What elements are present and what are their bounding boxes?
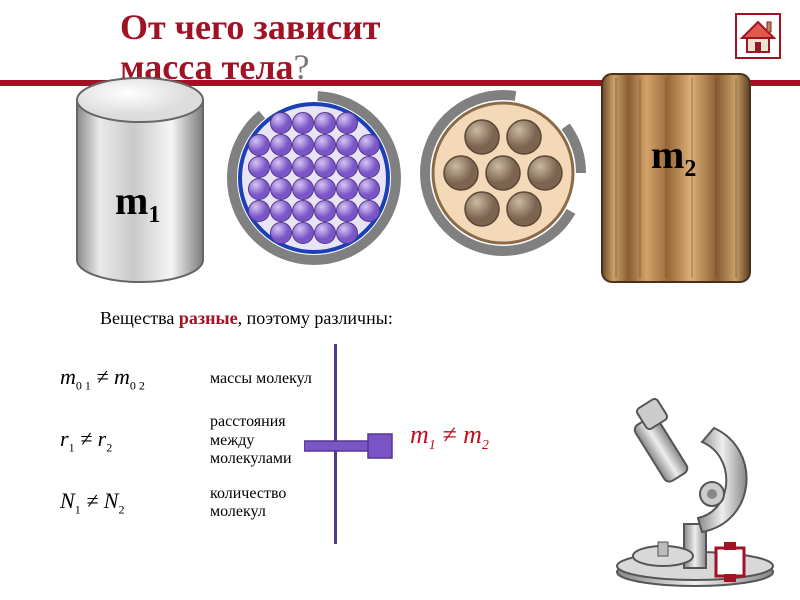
caption-highlight: разные <box>179 308 238 328</box>
title-line1: От чего зависит <box>120 7 380 47</box>
caption-prefix: Вещества <box>100 308 179 328</box>
desc-mass: массы молекул <box>210 370 330 388</box>
formula-row: N1 ≠ N2 количество молекул <box>60 472 330 534</box>
formula-list: m0 1 ≠ m0 2 массы молекул r1 ≠ r2 рассто… <box>60 348 330 534</box>
formula-row: m0 1 ≠ m0 2 массы молекул <box>60 348 330 410</box>
magnifier-dense <box>224 88 404 268</box>
slide-nav-icon[interactable] <box>712 542 748 582</box>
cylinder-wood: m2 <box>596 68 756 288</box>
home-icon[interactable] <box>734 12 782 60</box>
magnifier-sparse <box>418 88 588 258</box>
eq-mass: m0 1 ≠ m0 2 <box>60 364 210 393</box>
result-equation: m1 ≠ m2 <box>410 420 489 454</box>
desc-count: количество молекул <box>210 485 330 522</box>
eq-count: N1 ≠ N2 <box>60 488 210 517</box>
cylinder-metal: m1 <box>65 64 215 284</box>
arrow-icon <box>304 432 394 460</box>
microscope-icon <box>610 398 780 588</box>
formula-row: r1 ≠ r2 расстояния между молекулами <box>60 410 330 472</box>
caption-suffix: , поэтому различны: <box>238 308 393 328</box>
eq-distance: r1 ≠ r2 <box>60 426 210 455</box>
substances-caption: Вещества разные, поэтому различны: <box>100 308 393 329</box>
